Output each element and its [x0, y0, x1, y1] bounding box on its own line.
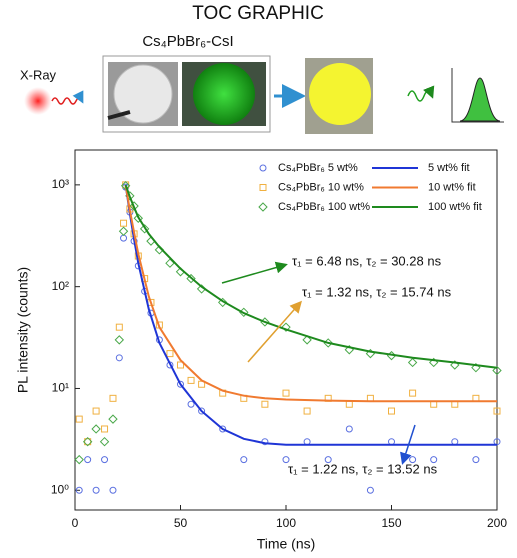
y-tick-label: 10¹: [52, 381, 69, 395]
data-point: [118, 226, 129, 236]
legend-label: 100 wt% fit: [428, 201, 482, 213]
data-point: [115, 323, 123, 331]
data-point: [186, 273, 196, 284]
data-point: [219, 425, 227, 433]
data-point: [240, 456, 248, 464]
fit-line: [124, 184, 497, 446]
data-point: [109, 394, 117, 402]
data-point: [282, 389, 290, 397]
data-point: [84, 438, 92, 446]
tweezer: [107, 110, 131, 120]
plot: 0 50 100 150 200 10⁰ 10¹ 10² 10³ Time (ns) PL inte…: [15, 162, 508, 552]
data-point: [302, 335, 312, 345]
legend-marker: [258, 202, 268, 212]
annotation: τ₁ = 1.22 ns, τ₂ = 13.52 ns: [288, 461, 438, 476]
x-tick-label: 0: [72, 516, 79, 530]
data-point: [101, 456, 109, 464]
y-axis-label: PL intensity (counts): [15, 267, 31, 393]
data-point: [303, 407, 311, 415]
y-tick-label: 10³: [52, 177, 69, 191]
x-tick-label: 50: [174, 516, 188, 530]
annotation-arrow: [247, 300, 302, 363]
data-point: [82, 436, 93, 447]
fit-line: [124, 184, 498, 369]
data-point: [261, 400, 269, 408]
data-point: [75, 415, 83, 423]
data-point: [120, 219, 128, 227]
data-point: [101, 425, 109, 433]
yellow-disc: [309, 63, 371, 125]
data-point: [187, 400, 195, 408]
data-point: [388, 407, 395, 415]
data-point: [198, 407, 206, 415]
spectrum-peak: [459, 77, 501, 122]
data-point: [430, 456, 438, 464]
legend-marker: [259, 164, 267, 172]
data-point: [472, 456, 480, 464]
y-tick-label: 10²: [52, 279, 69, 293]
data-point: [493, 407, 501, 415]
data-point: [217, 297, 228, 308]
data-point: [129, 201, 139, 211]
data-point: [99, 436, 110, 447]
data-point: [492, 365, 502, 376]
annotation: τ₁ = 6.48 ns, τ₂ = 30.28 ns: [292, 253, 442, 268]
legend-label: 10 wt% fit: [428, 181, 476, 193]
legend-label: Cs₄PbBr₆ 5 wt%: [278, 162, 358, 174]
data-point: [139, 224, 150, 234]
annotation: τ₁ = 1.32 ns, τ₂ = 15.74 ns: [302, 284, 452, 299]
data-point: [407, 357, 418, 368]
clear-disc: [113, 64, 173, 124]
legend-marker: [259, 184, 267, 191]
legend-label: Cs₄PbBr₆ 100 wt%: [278, 201, 370, 213]
annotation-arrow: [400, 424, 416, 465]
data-point: [84, 456, 92, 464]
data-point: [187, 376, 195, 384]
data-point: [177, 361, 184, 369]
x-tick-label: 150: [381, 516, 401, 530]
data-point: [366, 486, 374, 494]
data-point: [92, 486, 100, 494]
data-point: [345, 425, 353, 433]
x-tick-label: 100: [276, 516, 296, 530]
annotation-arrow: [221, 261, 288, 284]
data-point: [282, 456, 290, 464]
data-point: [91, 424, 101, 434]
xray-source: [24, 87, 52, 115]
data-point: [166, 350, 174, 358]
page-title: TOC GRAPHIC: [192, 3, 324, 24]
data-point: [114, 335, 125, 345]
source-label: X-Ray: [20, 67, 57, 82]
fit-line: [124, 184, 497, 403]
x-axis-label: Time (ns): [257, 536, 316, 552]
data-point: [281, 322, 291, 332]
legend-label: Cs₄PbBr₆ 10 wt%: [278, 181, 364, 193]
data-point: [108, 414, 118, 424]
data-point: [133, 213, 144, 223]
data-point: [92, 407, 100, 415]
data-point: [345, 400, 353, 408]
data-point: [74, 454, 84, 465]
legend-label: 5 wt% fit: [428, 162, 470, 174]
emission-wave: [407, 85, 435, 102]
spectrum-axes: [451, 68, 504, 123]
data-point: [324, 456, 332, 464]
green-disc: [193, 63, 255, 125]
data-point: [75, 486, 83, 494]
data-point: [120, 234, 128, 242]
data-point: [115, 354, 123, 362]
data-point: [109, 486, 117, 494]
sample-label: Cs₄PbBr₆-CsI: [142, 33, 233, 50]
data-point: [409, 389, 417, 397]
xray-wave: [51, 90, 84, 105]
y-tick-label: 10⁰: [51, 482, 69, 496]
x-tick-label: 200: [487, 516, 507, 530]
data-point: [177, 380, 184, 388]
